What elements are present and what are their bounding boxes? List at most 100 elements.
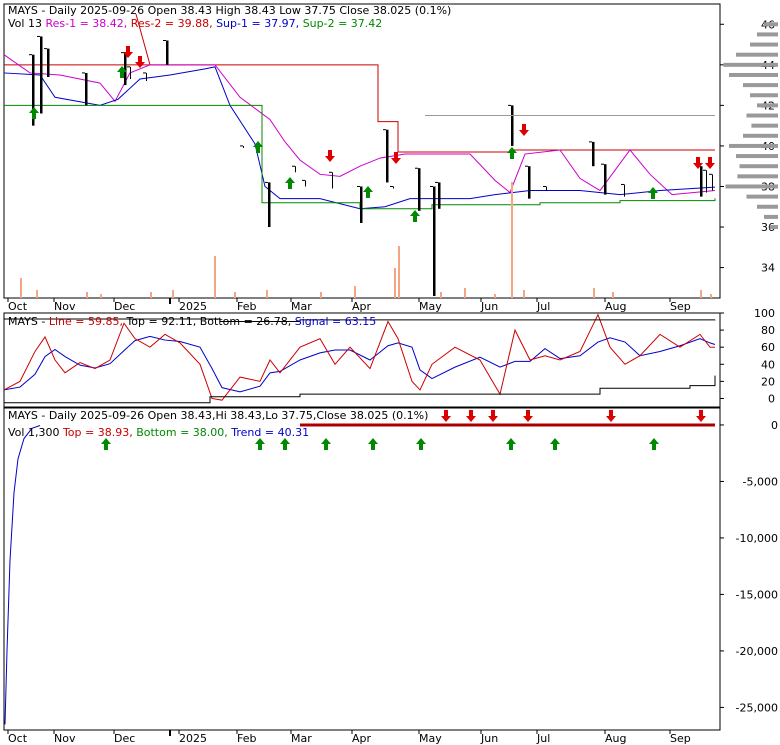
volume-bar xyxy=(612,292,614,298)
volume-bar xyxy=(494,294,496,298)
up-arrow-icon xyxy=(507,147,517,159)
trend-sell-signal xyxy=(696,410,706,422)
up-arrow-icon xyxy=(410,210,420,222)
up-arrow-icon xyxy=(117,66,127,78)
up-arrow-icon xyxy=(285,177,295,189)
trend-x-axis-label: Oct xyxy=(8,732,28,745)
up-arrow-icon xyxy=(321,438,331,450)
x-axis-label: Jul xyxy=(536,300,550,313)
price-bar xyxy=(40,36,43,114)
down-arrow-icon xyxy=(325,150,335,162)
osc-y-tick-label: 20 xyxy=(761,375,775,388)
buy-signal xyxy=(363,186,373,198)
trend-y-tick-label: -5,000 xyxy=(743,475,778,488)
trend-y-tick-label: -20,000 xyxy=(736,645,778,658)
volume-at-price-bar xyxy=(764,22,778,27)
trend-x-axis-label: Nov xyxy=(54,732,76,745)
down-arrow-icon xyxy=(391,152,401,164)
sup1-line xyxy=(3,66,716,210)
up-arrow-icon xyxy=(363,186,373,198)
down-arrow-icon xyxy=(606,410,616,422)
header-part: Res-2 = 39.88, xyxy=(131,17,216,30)
oscillator-header: MAYS - Line = 59.85, Top = 92.11, Bottom… xyxy=(8,315,376,328)
volume-at-price-bar xyxy=(743,133,778,138)
up-arrow-icon xyxy=(550,438,560,450)
volume-bar xyxy=(86,292,88,298)
volume-at-price-bar xyxy=(729,72,778,77)
volume-at-price-bar xyxy=(737,174,778,179)
price-header-line2: Vol 13 Res-1 = 38.42, Res-2 = 39.88, Sup… xyxy=(8,17,382,30)
price-bar xyxy=(433,186,436,296)
trend-x-axis-label: Sep xyxy=(670,732,691,745)
osc-y-tick-label: 60 xyxy=(761,341,775,354)
up-arrow-icon xyxy=(255,438,265,450)
down-arrow-icon xyxy=(705,157,715,169)
volume-bar xyxy=(511,182,513,298)
down-arrow-icon xyxy=(523,410,533,422)
buy-signal xyxy=(117,66,127,78)
trend-y-tick-label: 0 xyxy=(771,419,778,432)
trend-x-axis-label: Mar xyxy=(291,732,312,745)
x-axis-label: Nov xyxy=(54,300,76,313)
osc-y-tick-label: 80 xyxy=(761,324,775,337)
up-arrow-icon xyxy=(368,438,378,450)
trend-plot xyxy=(4,410,715,725)
down-arrow-icon xyxy=(441,410,451,422)
x-axis-label: Oct xyxy=(8,300,28,313)
trend-buy-signal xyxy=(255,438,265,450)
volume-at-price-bar xyxy=(764,214,778,219)
x-axis-label: May xyxy=(419,300,442,313)
price-bar xyxy=(295,166,296,173)
up-arrow-icon xyxy=(648,187,658,199)
volume-bar xyxy=(440,292,442,298)
price-bar xyxy=(604,164,607,195)
osc-y-tick-label: 100 xyxy=(754,307,775,320)
price-bar xyxy=(712,174,713,191)
down-arrow-icon xyxy=(693,157,703,169)
trend-header-line1: MAYS - Daily 2025-09-26 Open 38.43,Hi 38… xyxy=(8,409,428,422)
price-bar xyxy=(305,180,306,187)
trend-sell-signal xyxy=(523,410,533,422)
x-axis-label: Apr xyxy=(352,300,372,313)
trend-buy-signal xyxy=(368,438,378,450)
sell-signal xyxy=(123,46,133,58)
price-bar xyxy=(528,166,531,199)
trend-buy-signal xyxy=(321,438,331,450)
volume-at-price-bar xyxy=(751,123,778,128)
price-bar xyxy=(243,145,244,148)
volume-bar xyxy=(320,292,322,298)
price-bar xyxy=(124,52,127,86)
trend-y-tick-label: -25,000 xyxy=(736,701,778,714)
header-part: Top = 92.11, xyxy=(125,315,199,328)
volume-at-price-bar xyxy=(743,83,778,88)
header-part: Line = 59.85, xyxy=(49,315,127,328)
sell-signal xyxy=(693,157,703,169)
sell-signal xyxy=(519,124,529,136)
res2-line-start xyxy=(135,14,151,65)
price-panel-frame xyxy=(3,3,721,299)
down-arrow-icon xyxy=(466,410,476,422)
trend-volume-line xyxy=(4,425,41,725)
trend-x-axis-label: Jul xyxy=(536,732,550,745)
trend-buy-signal xyxy=(649,438,659,450)
volume-bar xyxy=(593,288,595,298)
volume-bar xyxy=(172,290,174,298)
price-bar xyxy=(438,182,441,209)
price-bar xyxy=(624,184,625,197)
oscillator-bottom xyxy=(4,375,716,404)
volume-bar xyxy=(100,294,102,298)
trend-sell-signal xyxy=(606,410,616,422)
price-bar xyxy=(332,172,333,189)
up-arrow-icon xyxy=(416,438,426,450)
volume-at-price-bar xyxy=(729,143,778,148)
trend-buy-signal xyxy=(506,438,516,450)
down-arrow-icon xyxy=(488,410,498,422)
sell-signal xyxy=(705,157,715,169)
price-bar xyxy=(706,170,707,193)
volume-bar xyxy=(464,288,466,298)
volume-bar xyxy=(398,246,400,298)
header-part: Top = 38.93, xyxy=(62,426,136,439)
price-bar xyxy=(146,72,147,82)
x-axis-label: Mar xyxy=(291,300,312,313)
osc-y-tick-label: 0 xyxy=(768,392,775,405)
